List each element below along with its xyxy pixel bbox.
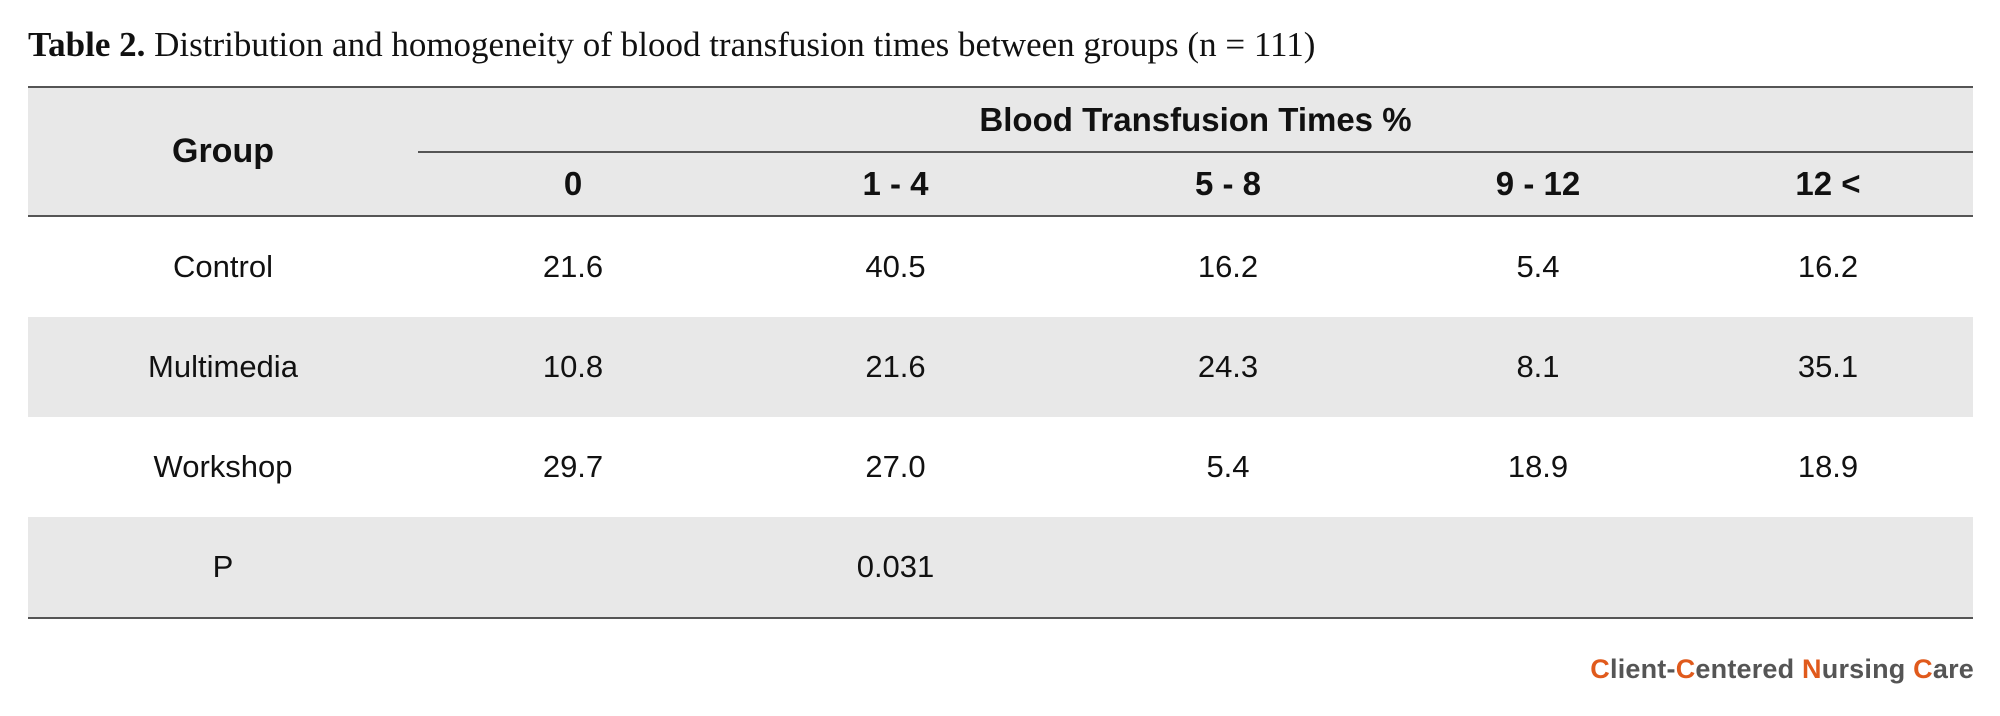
group-cell: Workshop — [153, 449, 293, 484]
group-cell: Control — [173, 249, 273, 284]
table-container: Group Blood Transfusion Times % 0 1 - 4 … — [28, 86, 1973, 619]
value-cell: 35.1 — [1683, 317, 1973, 417]
empty-cell — [1683, 517, 1973, 618]
brand-part: entered — [1695, 654, 1803, 684]
p-value-row: P 0.031 — [28, 517, 1973, 618]
value-cell: 29.7 — [542, 449, 604, 484]
value-cell: 5.4 — [1516, 249, 1560, 284]
brand-part: ursing — [1821, 654, 1914, 684]
value-cell: 16.2 — [1797, 249, 1859, 284]
value-cell: 8.1 — [1393, 317, 1683, 417]
group-column-header: Group — [28, 87, 418, 217]
table-caption: Table 2. Distribution and homogeneity of… — [28, 20, 1315, 70]
group-cell: Multimedia — [28, 317, 418, 417]
caption-text: Distribution and homogeneity of blood tr… — [154, 25, 1316, 64]
brand-part: are — [1932, 654, 1974, 684]
empty-cell — [418, 517, 728, 618]
empty-cell — [1063, 517, 1393, 618]
value-cell: 10.8 — [418, 317, 728, 417]
empty-cell — [1393, 517, 1683, 618]
value-cell: 18.9 — [1797, 449, 1859, 484]
column-header: 9 - 12 — [1393, 152, 1683, 217]
column-header: 12 < — [1683, 152, 1973, 217]
column-header: 0 — [418, 152, 728, 217]
value-cell: 27.0 — [865, 449, 926, 484]
value-cell: 18.9 — [1507, 449, 1569, 484]
journal-brand-logo: Client-Centered Nursing Care — [1590, 654, 1974, 685]
table-row: Workshop 29.7 27.0 5.4 18.9 18.9 — [28, 417, 1973, 517]
value-cell: 24.3 — [1063, 317, 1393, 417]
brand-part: N — [1802, 654, 1822, 684]
value-cell: 21.6 — [542, 249, 604, 284]
column-header: 1 - 4 — [728, 152, 1063, 217]
p-label-cell: P — [28, 517, 418, 618]
caption-label: Table 2. — [28, 25, 146, 64]
value-cell: 21.6 — [728, 317, 1063, 417]
brand-part: C — [1675, 654, 1696, 684]
brand-part: lient- — [1610, 654, 1676, 684]
transfusion-times-header: Blood Transfusion Times % — [418, 87, 1973, 153]
table-row: Multimedia 10.8 21.6 24.3 8.1 35.1 — [28, 317, 1973, 417]
brand-part: C — [1590, 654, 1610, 684]
table-row: Control 21.6 40.5 16.2 5.4 16.2 — [28, 216, 1973, 317]
value-cell: 40.5 — [865, 249, 926, 284]
column-header: 5 - 8 — [1063, 152, 1393, 217]
brand-part: C — [1913, 654, 1933, 684]
value-cell: 16.2 — [1197, 249, 1259, 284]
p-value-cell: 0.031 — [728, 517, 1063, 618]
transfusion-table: Group Blood Transfusion Times % 0 1 - 4 … — [28, 86, 1973, 619]
value-cell: 5.4 — [1206, 449, 1250, 484]
